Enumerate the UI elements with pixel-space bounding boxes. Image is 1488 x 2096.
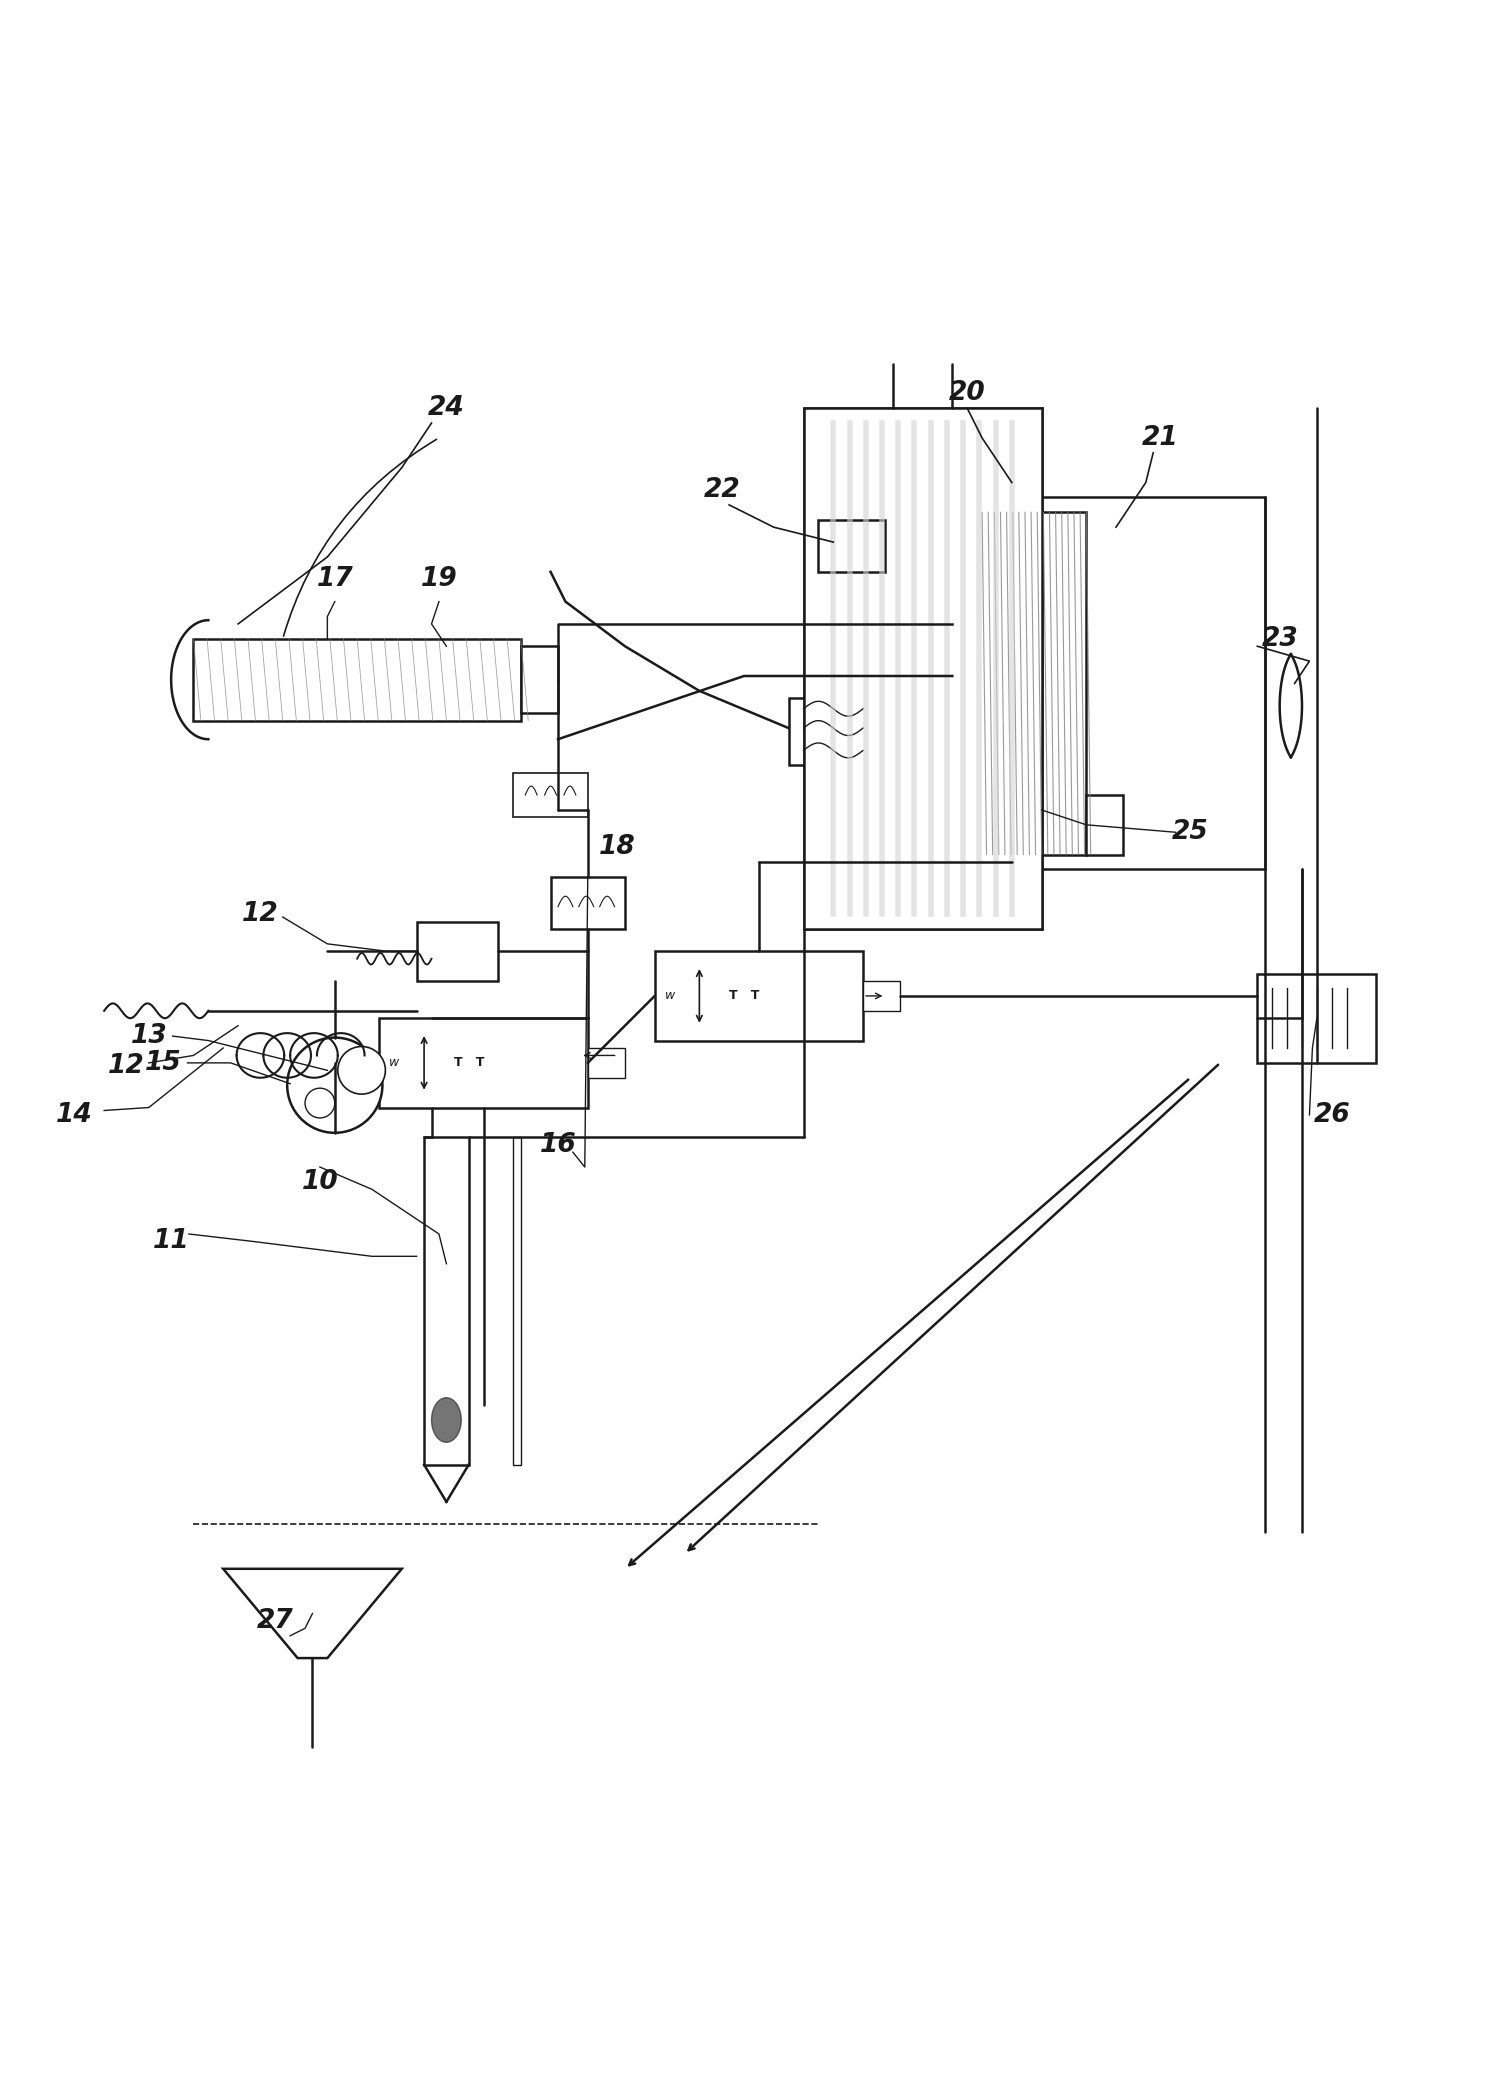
Text: 27: 27	[257, 1608, 293, 1635]
Bar	[937, 423, 990, 914]
Bar	[655, 952, 863, 1040]
Text: 19: 19	[421, 566, 457, 593]
Text: 12: 12	[243, 901, 278, 926]
Text: 26: 26	[1314, 1102, 1350, 1128]
Text: 22: 22	[704, 478, 740, 503]
Circle shape	[305, 1088, 335, 1117]
Text: 12: 12	[109, 1052, 144, 1079]
Text: 10: 10	[302, 1170, 338, 1195]
Bar	[417, 922, 498, 981]
Bar	[818, 520, 885, 572]
Text: T   T: T T	[729, 989, 759, 1002]
Text: 17: 17	[317, 566, 353, 593]
Text: 15: 15	[146, 1050, 182, 1075]
Circle shape	[287, 1038, 382, 1132]
Text: T   T: T T	[454, 1056, 484, 1069]
Text: 20: 20	[949, 379, 985, 407]
Bar	[952, 497, 1265, 870]
Text: 11: 11	[153, 1228, 189, 1253]
Bar	[804, 409, 1042, 929]
Bar	[193, 639, 521, 721]
Bar	[848, 423, 900, 914]
Text: 21: 21	[1143, 425, 1178, 451]
Text: 14: 14	[57, 1102, 92, 1128]
Bar	[513, 1138, 521, 1465]
Bar	[551, 876, 625, 929]
Text: 16: 16	[540, 1132, 576, 1157]
Bar	[513, 773, 588, 817]
Bar	[789, 698, 885, 765]
Bar	[521, 646, 558, 713]
Text: w: w	[390, 1056, 399, 1069]
Ellipse shape	[432, 1398, 461, 1442]
Bar	[804, 409, 1042, 929]
Bar	[424, 1138, 469, 1465]
Bar	[588, 1048, 625, 1077]
Text: 23: 23	[1262, 627, 1298, 652]
Bar	[1086, 794, 1123, 855]
Bar	[982, 511, 1086, 855]
Text: 13: 13	[131, 1023, 167, 1050]
Bar	[863, 981, 900, 1010]
Text: 25: 25	[1173, 820, 1208, 845]
Text: 24: 24	[429, 396, 464, 421]
Text: w: w	[665, 989, 674, 1002]
Text: 18: 18	[600, 834, 635, 859]
Bar	[379, 1019, 588, 1107]
Bar	[1257, 975, 1376, 1063]
Circle shape	[338, 1046, 385, 1094]
